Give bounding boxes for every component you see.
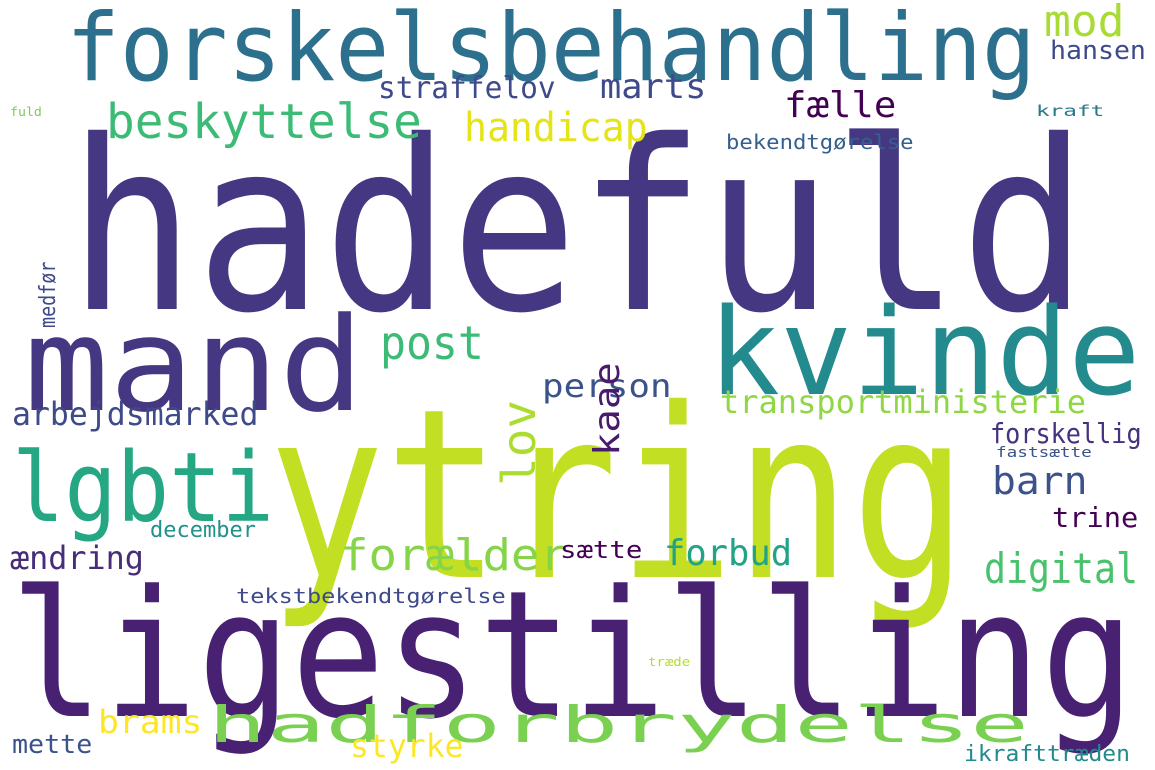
word-faelle: fælle bbox=[784, 85, 897, 126]
word-kvinde: kvinde bbox=[708, 284, 1141, 423]
word-kraft: medfør bbox=[36, 261, 61, 328]
word-mette: mette bbox=[12, 730, 93, 760]
word-trine: trine bbox=[1052, 501, 1139, 534]
word-fuld: fuld bbox=[10, 105, 42, 119]
word-forskellig: forskellig bbox=[990, 417, 1142, 450]
word-mod: mod bbox=[1044, 0, 1125, 47]
word-tekstbekendtgorelse: tekstbekendtgørelse bbox=[236, 584, 506, 608]
word-post: post bbox=[380, 316, 484, 370]
word-forbud: forbud bbox=[664, 533, 793, 574]
word-person: person bbox=[542, 367, 672, 405]
word-hansen: hansen bbox=[1050, 36, 1146, 66]
word-forskelsbehandling: forskelsbehandling bbox=[66, 0, 1036, 103]
word-digital: digital bbox=[984, 544, 1139, 593]
word-lov: lov bbox=[492, 399, 546, 486]
word-hadforbrydelse: hadforbrydelse bbox=[208, 696, 1029, 754]
word-medfor: kraft bbox=[1036, 102, 1105, 120]
word-saette: sætte bbox=[560, 536, 643, 564]
word-straffelov: straffelov bbox=[378, 71, 556, 106]
word-handicap: handicap bbox=[464, 105, 648, 151]
word-barn: barn bbox=[992, 459, 1088, 503]
word-kaae: kaae bbox=[587, 362, 628, 456]
word-brams: brams bbox=[98, 703, 203, 741]
word-lgbti: lgbti bbox=[12, 432, 274, 544]
word-arbejdsmarked: arbejdsmarked bbox=[12, 395, 259, 433]
word-traede: træde bbox=[648, 655, 691, 669]
word-marts: marts bbox=[600, 67, 707, 107]
word-hadefuld: hadefuld bbox=[68, 90, 1088, 365]
word-fastsaette: fastsætte bbox=[996, 445, 1092, 461]
word-ligestilling: ligestilling bbox=[10, 553, 1135, 758]
word-transportministerie: transportministerie bbox=[720, 383, 1087, 421]
word-beskyttelse: beskyttelse bbox=[106, 94, 422, 150]
word-mand: mand bbox=[24, 289, 365, 441]
word-bekendtgorelse: bekendtgørelse bbox=[726, 130, 914, 154]
word-aendring: ændring bbox=[10, 539, 144, 577]
word-foraelder: forælder bbox=[340, 530, 568, 581]
word-styrke: styrke bbox=[350, 727, 464, 765]
word-ikrafttraeden: ikrafttræden bbox=[964, 742, 1130, 767]
word-ytring: ytring bbox=[268, 358, 968, 633]
word-december: december bbox=[150, 518, 256, 543]
